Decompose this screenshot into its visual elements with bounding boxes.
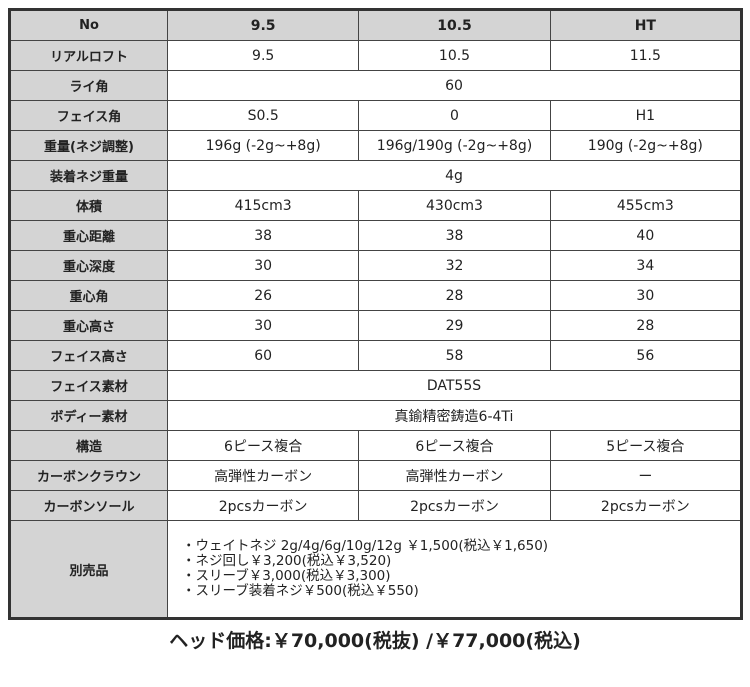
row-label: カーボンクラウン bbox=[9, 460, 168, 491]
cell-value: 高弾性カーボン bbox=[358, 460, 551, 491]
cell-value: 455cm3 bbox=[549, 190, 743, 221]
table-row: フェイス高さ 60 58 56 bbox=[9, 340, 743, 371]
cell-value: 58 bbox=[358, 340, 551, 371]
table-row: 重心角 26 28 30 bbox=[9, 280, 743, 311]
cell-value: 9.5 bbox=[166, 40, 360, 71]
merged-value: 60 bbox=[167, 70, 742, 101]
table-row: 構造 6ピース複合 6ピース複合 5ピース複合 bbox=[9, 430, 743, 461]
cell-value: 40 bbox=[549, 220, 743, 251]
table-row: 重心距離 38 38 40 bbox=[9, 220, 743, 251]
cell-value: 28 bbox=[358, 280, 551, 311]
accessory-item: ・ウェイトネジ 2g/4g/6g/10g/12g ￥1,500(税込￥1,650… bbox=[182, 538, 549, 554]
row-label: ボディー素材 bbox=[9, 400, 168, 431]
cell-value: 11.5 bbox=[549, 40, 743, 71]
row-label: 重心距離 bbox=[9, 220, 168, 251]
row-label: 重心角 bbox=[9, 280, 168, 311]
table-row: ライ角 60 bbox=[9, 70, 742, 101]
row-label: フェイス素材 bbox=[9, 370, 168, 401]
table-row: カーボンクラウン 高弾性カーボン 高弾性カーボンー bbox=[9, 460, 743, 491]
header-row: No 9.5 10.5 HT bbox=[9, 9, 743, 41]
cell-value: 415cm3 bbox=[166, 190, 360, 221]
row-label: 重心高さ bbox=[9, 310, 168, 341]
cell-value: 2pcsカーボン bbox=[549, 490, 743, 521]
table-row: リアルロフト 9.5 10.5 11.5 bbox=[9, 40, 743, 71]
cell-value: 430cm3 bbox=[358, 190, 551, 221]
cell-value: 30 bbox=[549, 280, 743, 311]
table-row: カーボンソール 2pcsカーボン 2pcsカーボン 2pcsカーボン bbox=[9, 490, 743, 521]
cell-value: 28 bbox=[549, 310, 743, 341]
cell-value: 196g (-2g~+8g) bbox=[166, 130, 360, 161]
cell-value: S0.5 bbox=[166, 100, 360, 131]
cell-value: 0 bbox=[358, 100, 551, 131]
table-row: 重量(ネジ調整) 196g (-2g~+8g) 196g/190g (-2g~+8g… bbox=[9, 130, 743, 161]
cell-value: 38 bbox=[358, 220, 551, 251]
cell-value: 30 bbox=[166, 310, 360, 341]
table-row: 装着ネジ重量 4g bbox=[9, 160, 742, 191]
table-row: ボディー素材 真鍮精密鋳造6-4Ti bbox=[9, 400, 742, 431]
cell-value: 30 bbox=[166, 250, 360, 281]
cell-value: 10.5 bbox=[358, 40, 551, 71]
spec-table: No 9.5 10.5 HT リアルロフト 9.5 10.5 11.5 ライ角 60 フェイス角 S0… bbox=[8, 8, 743, 620]
table-row: 重心深度 30 32 34 bbox=[9, 250, 743, 281]
accessories-list: ・ウェイトネジ 2g/4g/6g/10g/12g ￥1,500(税込￥1,650… bbox=[167, 520, 742, 619]
table-row: フェイス角 S0.5 0 H1 bbox=[9, 100, 743, 131]
table-row: 重心高さ 30 29 28 bbox=[9, 310, 743, 341]
cell-value: 32 bbox=[358, 250, 551, 281]
merged-value: 真鍮精密鋳造6-4Ti bbox=[167, 400, 742, 431]
cell-value: 6ピース複合 bbox=[166, 430, 360, 461]
cell-value: 56 bbox=[549, 340, 743, 371]
row-label: 重心深度 bbox=[9, 250, 168, 281]
accessory-item: ・スリーブ装着ネジ￥500(税込￥550) bbox=[182, 583, 419, 599]
cell-value: 高弾性カーボン bbox=[166, 460, 360, 491]
cell-value: 34 bbox=[549, 250, 743, 281]
row-label: リアルロフト bbox=[9, 40, 168, 71]
row-label: ライ角 bbox=[9, 70, 168, 101]
cell-value: 29 bbox=[358, 310, 551, 341]
row-label: 別売品 bbox=[9, 520, 168, 619]
accessories-row: 別売品 ・ウェイトネジ 2g/4g/6g/10g/12g ￥1,500(税込￥1,… bbox=[9, 520, 742, 619]
cell-value: 60 bbox=[166, 340, 360, 371]
accessory-item: ・スリーブ￥3,000(税込￥3,300) bbox=[182, 568, 391, 584]
cell-value: 2pcsカーボン bbox=[358, 490, 551, 521]
row-label: 装着ネジ重量 bbox=[9, 160, 168, 191]
row-label: 体積 bbox=[9, 190, 168, 221]
accessory-item: ・ネジ回し￥3,200(税込￥3,520) bbox=[182, 553, 392, 569]
row-label: カーボンソール bbox=[9, 490, 168, 521]
cell-value: 38 bbox=[166, 220, 360, 251]
column-header: No bbox=[9, 9, 168, 41]
cell-value: 5ピース複合 bbox=[549, 430, 743, 461]
cell-value: 26 bbox=[166, 280, 360, 311]
head-price: ヘッド価格:￥70,000(税抜) /￥77,000(税込) bbox=[169, 630, 581, 652]
column-header: 9.5 bbox=[166, 9, 360, 41]
cell-value: H1 bbox=[549, 100, 743, 131]
cell-value: 196g/190g (-2g~+8g) bbox=[358, 130, 551, 161]
column-header: HT bbox=[549, 9, 743, 41]
row-label: フェイス高さ bbox=[9, 340, 168, 371]
cell-value: ー bbox=[549, 460, 743, 491]
cell-value: 6ピース複合 bbox=[358, 430, 551, 461]
row-label: 重量(ネジ調整) bbox=[9, 130, 168, 161]
cell-value: 2pcsカーボン bbox=[166, 490, 360, 521]
merged-value: 4g bbox=[167, 160, 742, 191]
table-row: フェイス素材 DAT55S bbox=[9, 370, 742, 401]
cell-value: 190g (-2g~+8g) bbox=[549, 130, 743, 161]
row-label: 構造 bbox=[9, 430, 168, 461]
row-label: フェイス角 bbox=[9, 100, 168, 131]
merged-value: DAT55S bbox=[167, 370, 742, 401]
column-header: 10.5 bbox=[358, 9, 551, 41]
table-row: 体積 415cm3 430cm3 455cm3 bbox=[9, 190, 743, 221]
